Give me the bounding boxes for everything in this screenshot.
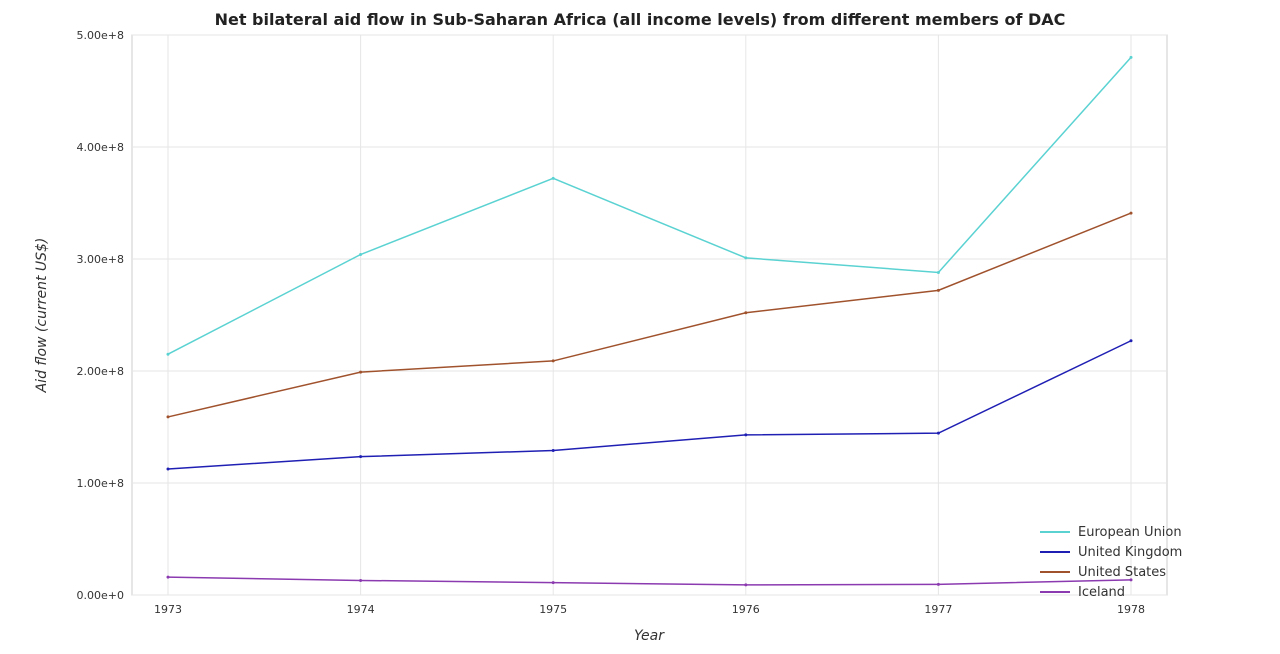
data-point xyxy=(551,449,555,453)
x-tick-label: 1977 xyxy=(924,603,952,616)
data-point xyxy=(744,311,748,315)
data-point xyxy=(359,455,363,459)
data-point xyxy=(1129,55,1133,59)
chart-title: Net bilateral aid flow in Sub-Saharan Af… xyxy=(215,10,1066,29)
data-point xyxy=(359,578,363,582)
x-axis-title: Year xyxy=(634,628,665,644)
x-tick-label: 1974 xyxy=(347,603,375,616)
data-point xyxy=(936,582,940,586)
data-point xyxy=(936,270,940,274)
series-line xyxy=(167,340,1132,470)
data-point xyxy=(359,253,363,257)
y-tick-label: 2.00e+8 xyxy=(77,365,124,378)
data-point xyxy=(166,467,170,471)
data-point xyxy=(744,583,748,587)
x-tick-labels: 1973 1974 1975 1976 1977 1978 xyxy=(154,603,1145,616)
y-axis-title: Aid flow (current US$) xyxy=(34,238,50,394)
y-tick-label: 1.00e+8 xyxy=(77,477,124,490)
legend-label: United States xyxy=(1078,565,1166,580)
x-tick-label: 1973 xyxy=(154,603,182,616)
y-tick-label: 3.00e+8 xyxy=(77,253,124,266)
data-point xyxy=(166,352,170,356)
legend-label: United Kingdom xyxy=(1078,545,1182,560)
x-tick-label: 1978 xyxy=(1117,603,1145,616)
data-point xyxy=(359,370,363,374)
legend-label: European Union xyxy=(1078,525,1182,540)
legend: European Union United Kingdom United State… xyxy=(1040,525,1182,600)
series-lines xyxy=(166,55,1133,587)
data-point xyxy=(1129,578,1133,582)
series-line xyxy=(167,212,1132,418)
data-point xyxy=(1129,211,1133,215)
data-point xyxy=(551,581,555,585)
grid-lines xyxy=(132,34,1167,596)
data-point xyxy=(166,575,170,579)
y-tick-label: 5.00e+8 xyxy=(77,29,124,42)
data-point xyxy=(744,433,748,437)
data-point xyxy=(936,431,940,435)
data-point xyxy=(551,176,555,180)
y-tick-label: 0.00e+0 xyxy=(77,589,124,602)
x-tick-label: 1975 xyxy=(539,603,567,616)
y-tick-labels: 0.00e+0 1.00e+8 2.00e+8 3.00e+8 4.00e+8 5.00e… xyxy=(77,29,124,602)
data-point xyxy=(744,256,748,260)
legend-label: Iceland xyxy=(1078,585,1125,600)
data-point xyxy=(551,359,555,363)
data-point xyxy=(166,415,170,419)
series-line xyxy=(167,576,1132,586)
plot-area xyxy=(131,34,1168,596)
x-tick-label: 1976 xyxy=(732,603,760,616)
y-tick-label: 4.00e+8 xyxy=(77,141,124,154)
series-line xyxy=(167,56,1132,355)
data-point xyxy=(936,288,940,292)
data-point xyxy=(1129,339,1133,343)
